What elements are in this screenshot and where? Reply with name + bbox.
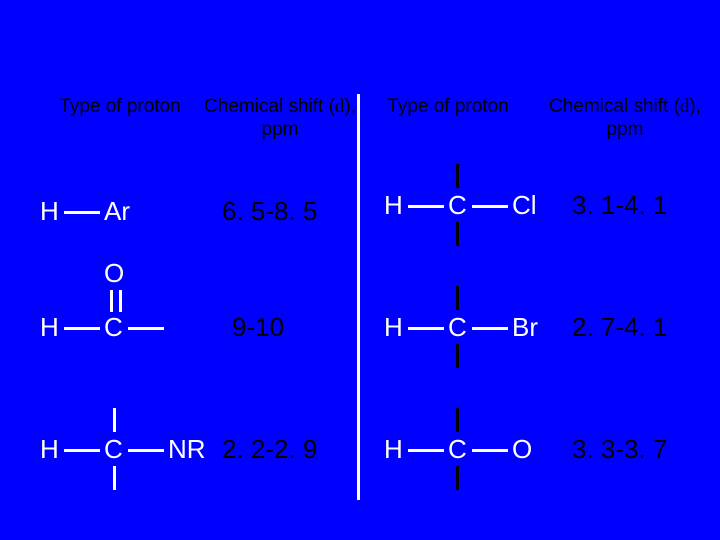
struct-l1-bond	[64, 211, 100, 214]
struct-l3-bond-CN	[128, 449, 164, 452]
struct-l3-C: C	[104, 434, 123, 465]
hdr-left-shift-ppm: ppm	[262, 119, 299, 140]
column-divider	[357, 94, 360, 500]
shift-r1: 3. 1-4. 1	[572, 190, 667, 221]
struct-r1-bond-CX	[472, 205, 508, 208]
struct-r3-bond-up	[456, 408, 459, 432]
header-left-shift: Chemical shift (d), ppm	[200, 96, 360, 142]
header-left-type: Type of proton	[40, 96, 200, 119]
struct-r2-Br: Br	[512, 312, 538, 343]
struct-l2-O: O	[104, 258, 124, 289]
shift-l2: 9-10	[232, 312, 284, 343]
struct-l2-H: H	[40, 312, 59, 343]
shift-l3: 2. 2-2. 9	[222, 434, 317, 465]
hdr-left-shift-delta: d	[335, 96, 345, 117]
struct-l3-H: H	[40, 434, 59, 465]
struct-l3-bond-down	[113, 466, 116, 490]
struct-l2-C: C	[104, 312, 123, 343]
struct-r1-bond-down	[456, 222, 459, 246]
struct-r1-bond-up	[456, 164, 459, 188]
struct-r1-H: H	[384, 190, 403, 221]
hdr-left-type-text: Type of proton	[59, 96, 180, 117]
struct-r3-bond-down	[456, 466, 459, 490]
struct-l1-Ar: Ar	[104, 196, 130, 227]
struct-r1-bond-HC	[408, 205, 444, 208]
struct-l1-H: H	[40, 196, 59, 227]
struct-r2-bond-HC	[408, 327, 444, 330]
struct-r1-Cl: Cl	[512, 190, 537, 221]
struct-r3-O: O	[512, 434, 532, 465]
struct-r3-bond-HC	[408, 449, 444, 452]
hdr-right-shift-delta: d	[680, 96, 690, 117]
shift-r3: 3. 3-3. 7	[572, 434, 667, 465]
struct-l2-bond-HC	[64, 327, 100, 330]
struct-r3-bond-CX	[472, 449, 508, 452]
struct-r1-C: C	[448, 190, 467, 221]
struct-r2-C: C	[448, 312, 467, 343]
struct-l2-bond-right	[128, 327, 164, 330]
shift-r2: 2. 7-4. 1	[572, 312, 667, 343]
struct-r2-bond-CX	[472, 327, 508, 330]
struct-l3-bond-HC	[64, 449, 100, 452]
shift-l1: 6. 5-8. 5	[222, 196, 317, 227]
struct-r2-bond-up	[456, 286, 459, 310]
struct-r2-H: H	[384, 312, 403, 343]
struct-l2-dblbond-a	[110, 290, 113, 312]
hdr-left-shift-b: ),	[344, 96, 356, 117]
struct-l3-NR: NR	[168, 434, 206, 465]
struct-l2-dblbond-b	[119, 290, 122, 312]
struct-r2-bond-down	[456, 344, 459, 368]
hdr-left-shift-a: Chemical shift (	[204, 96, 335, 117]
header-right-type: Type of proton	[368, 96, 528, 119]
struct-r3-H: H	[384, 434, 403, 465]
hdr-right-type-text: Type of proton	[387, 96, 508, 117]
header-right-shift: Chemical shift (d), ppm	[540, 96, 710, 142]
hdr-right-shift-a: Chemical shift (	[549, 96, 680, 117]
struct-l3-bond-up	[113, 408, 116, 432]
hdr-right-shift-ppm: ppm	[607, 119, 644, 140]
struct-r3-C: C	[448, 434, 467, 465]
hdr-right-shift-b: ),	[689, 96, 701, 117]
